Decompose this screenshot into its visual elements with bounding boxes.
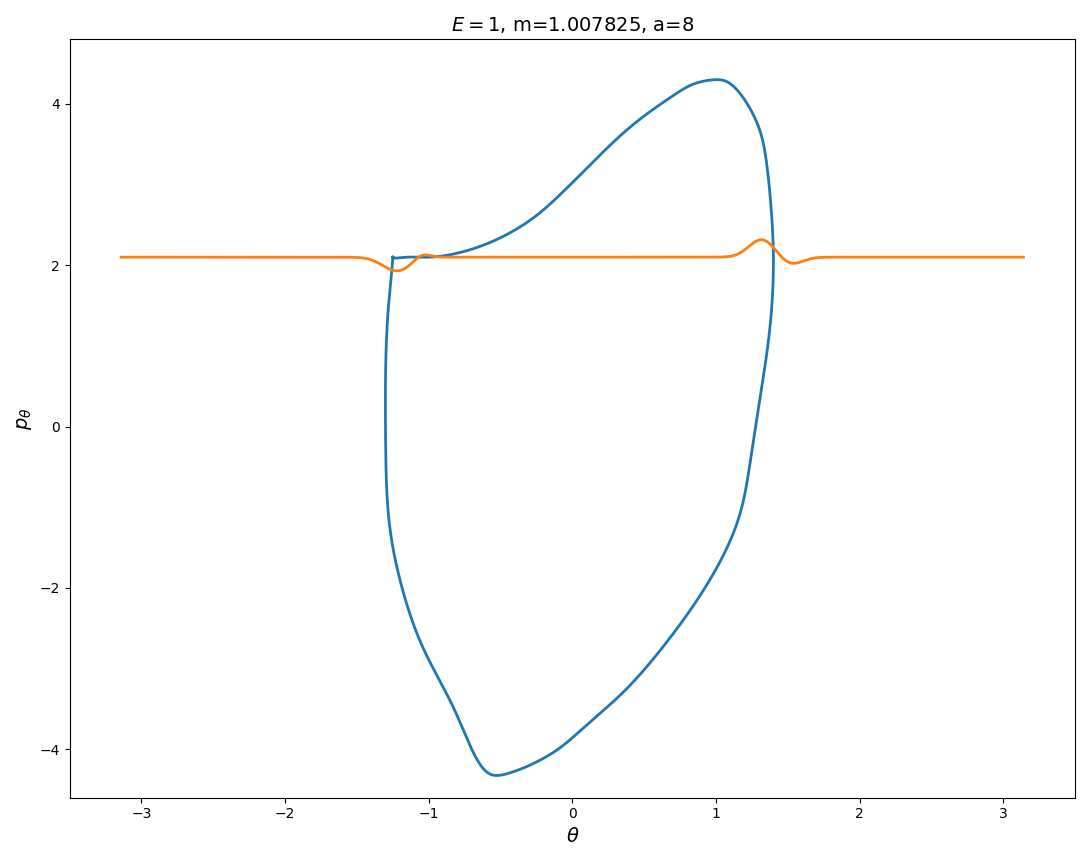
Y-axis label: $p_\theta$: $p_\theta$ bbox=[15, 407, 34, 430]
X-axis label: $\theta$: $\theta$ bbox=[566, 827, 579, 846]
Title: $E = 1$, m=1.007825, a=8: $E = 1$, m=1.007825, a=8 bbox=[451, 15, 694, 35]
